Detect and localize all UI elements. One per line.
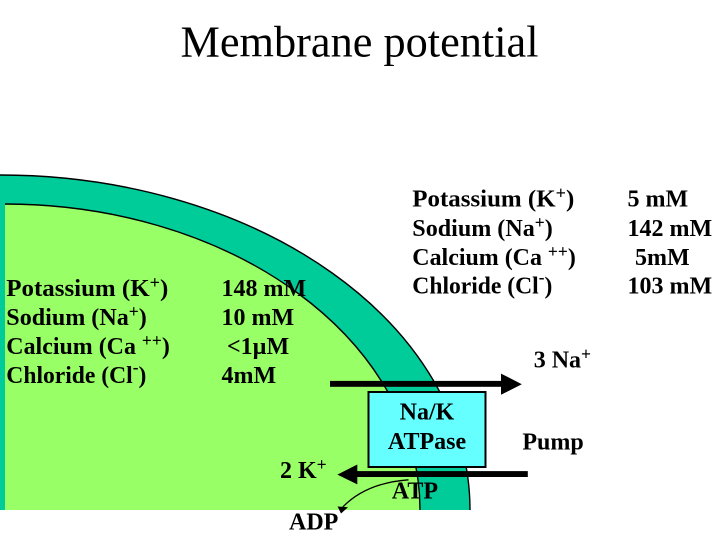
svg-text:Na/K: Na/K [400,399,455,425]
svg-text:Chloride (Cl-): Chloride (Cl-) [6,357,146,389]
svg-text:103 mM: 103 mM [628,274,713,300]
svg-text:Chloride (Cl-): Chloride (Cl-) [412,267,552,299]
svg-text:Membrane potential: Membrane potential [181,18,539,67]
svg-text:Calcium (Ca ++): Calcium (Ca ++) [412,242,576,272]
svg-text:Pump: Pump [522,430,583,456]
svg-text:5mM: 5mM [635,245,690,271]
svg-text:3 Na+: 3 Na+ [534,344,591,374]
svg-text:Sodium (Na+): Sodium (Na+) [6,302,147,332]
svg-text:ADP: ADP [289,510,338,536]
svg-text:10 mM: 10 mM [222,305,295,331]
svg-text:Sodium (Na+): Sodium (Na+) [412,213,553,243]
svg-text:142 mM: 142 mM [628,216,713,242]
svg-text:ATPase: ATPase [388,429,467,455]
svg-text:4mM: 4mM [222,363,277,389]
svg-text:<1µM: <1µM [227,334,289,360]
svg-text:5 mM: 5 mM [628,187,689,213]
svg-text:ATP: ATP [392,478,438,504]
svg-text:Potassium (K+): Potassium (K +) [412,183,574,213]
svg-text:Potassium (K+): Potassium (K +) [6,272,168,302]
svg-text:148 mM: 148 mM [222,276,307,302]
